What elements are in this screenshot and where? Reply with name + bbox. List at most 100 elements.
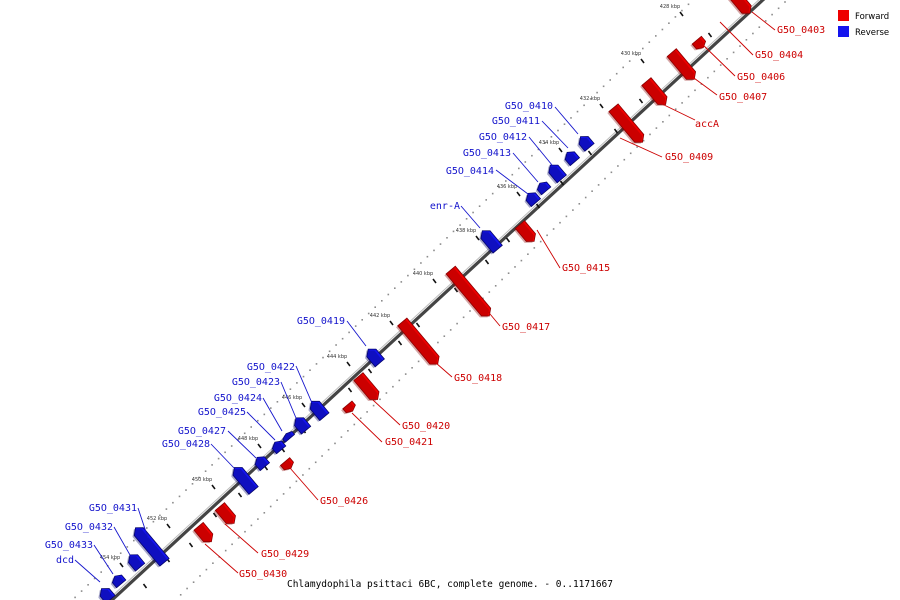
forward-gene-label[interactable]: G5O_0406 bbox=[737, 72, 785, 83]
forward-gene-label[interactable]: G5O_0409 bbox=[665, 152, 713, 163]
axis-tick-label: 444 kbp bbox=[327, 354, 347, 360]
reverse-gene-arrow[interactable] bbox=[98, 588, 116, 600]
reverse-gene-label[interactable]: G5O_0428 bbox=[162, 439, 210, 450]
reverse-gene-label[interactable]: enr-A bbox=[430, 201, 460, 212]
reverse-strand-guide bbox=[341, 337, 344, 340]
reverse-gene-arrow-body bbox=[282, 431, 296, 443]
reverse-gene-label[interactable]: G5O_0423 bbox=[232, 377, 280, 388]
forward-strand-guide bbox=[745, 39, 748, 41]
reverse-gene-arrow-body bbox=[133, 527, 170, 567]
forward-gene-arrow[interactable] bbox=[640, 77, 668, 106]
forward-strand-guide bbox=[771, 13, 773, 16]
axis-tick-label: 452 kbp bbox=[147, 516, 167, 522]
forward-gene-label[interactable]: G5O_0420 bbox=[402, 421, 450, 432]
reverse-strand-guide bbox=[478, 205, 481, 207]
forward-strand-guide bbox=[726, 58, 728, 60]
forward-gene-label[interactable]: G5O_0429 bbox=[261, 549, 309, 560]
forward-gene-label[interactable]: G5O_0404 bbox=[755, 50, 803, 61]
reverse-gene-label[interactable]: G5O_0411 bbox=[492, 116, 540, 127]
reverse-gene-label-leader bbox=[541, 120, 569, 149]
reverse-gene-arrow[interactable] bbox=[524, 192, 542, 208]
reverse-strand-guide bbox=[257, 419, 259, 422]
forward-gene-arrow[interactable] bbox=[513, 220, 536, 243]
reverse-gene-label[interactable]: G5O_0427 bbox=[178, 426, 226, 437]
forward-gene-label[interactable]: G5O_0407 bbox=[719, 92, 767, 103]
reverse-gene-arrow[interactable] bbox=[126, 554, 146, 573]
forward-strand-guide bbox=[527, 253, 529, 255]
reverse-gene-arrow[interactable] bbox=[563, 151, 581, 167]
forward-strand-guide bbox=[443, 335, 446, 337]
reverse-gene-arrow[interactable] bbox=[231, 467, 259, 496]
forward-gene-arrow[interactable] bbox=[444, 265, 492, 318]
reverse-gene-label[interactable]: dcd bbox=[56, 555, 74, 566]
reverse-strand-guide bbox=[172, 501, 174, 504]
forward-strand-guide bbox=[655, 127, 658, 129]
reverse-gene-arrow[interactable] bbox=[479, 230, 503, 255]
reverse-gene-arrow[interactable] bbox=[281, 431, 296, 444]
forward-strand-guide bbox=[520, 259, 523, 262]
forward-gene-label[interactable]: G5O_0415 bbox=[562, 263, 610, 274]
reverse-gene-arrow[interactable] bbox=[270, 440, 287, 456]
reverse-gene-label-leader bbox=[262, 397, 283, 432]
reverse-strand-guide bbox=[544, 142, 546, 144]
reverse-strand-guide bbox=[322, 356, 324, 359]
forward-gene-arrow[interactable] bbox=[192, 521, 214, 544]
reverse-gene-arrow[interactable] bbox=[253, 456, 271, 472]
reverse-gene-arrow-shadow bbox=[270, 442, 285, 456]
reverse-gene-arrow[interactable] bbox=[292, 417, 312, 436]
reverse-gene-arrow-shadow bbox=[110, 576, 125, 590]
forward-gene-arrow[interactable] bbox=[607, 103, 645, 144]
axis-tick-mark bbox=[558, 147, 563, 153]
forward-gene-label-leader bbox=[372, 399, 401, 426]
reverse-strand-guide bbox=[609, 79, 611, 81]
forward-gene-label[interactable]: G5O_0421 bbox=[385, 437, 433, 448]
reverse-gene-label[interactable]: G5O_0412 bbox=[479, 132, 527, 143]
reverse-strand-guide bbox=[472, 211, 474, 214]
reverse-strand-guide bbox=[126, 546, 129, 548]
reverse-gene-label[interactable]: G5O_0419 bbox=[297, 316, 345, 327]
forward-gene-label[interactable]: accA bbox=[695, 119, 719, 130]
forward-gene-label[interactable]: G5O_0418 bbox=[454, 373, 502, 384]
reverse-gene-arrow[interactable] bbox=[132, 527, 170, 568]
forward-gene-arrow[interactable] bbox=[352, 372, 380, 401]
axis-tick-mark bbox=[119, 562, 124, 568]
reverse-gene-label[interactable]: G5O_0414 bbox=[446, 166, 494, 177]
forward-gene-arrow[interactable] bbox=[690, 35, 707, 51]
forward-gene-arrow[interactable] bbox=[718, 0, 752, 15]
reverse-gene-arrow[interactable] bbox=[547, 164, 567, 185]
reverse-gene-label[interactable]: G5O_0413 bbox=[463, 148, 511, 159]
reverse-gene-label[interactable]: G5O_0433 bbox=[45, 540, 93, 551]
forward-strand-guide bbox=[404, 373, 407, 375]
reverse-gene-label[interactable]: G5O_0424 bbox=[214, 393, 262, 404]
reverse-strand-guide bbox=[100, 571, 102, 573]
forward-gene-arrow-shadow bbox=[341, 402, 354, 415]
reverse-gene-label[interactable]: G5O_0432 bbox=[65, 522, 113, 533]
strand-tick-mark bbox=[453, 287, 459, 293]
genome-backbone-highlight bbox=[107, 0, 760, 600]
reverse-gene-label[interactable]: G5O_0422 bbox=[247, 362, 295, 373]
reverse-strand-guide bbox=[309, 369, 311, 371]
forward-strand-guide bbox=[321, 455, 323, 457]
forward-gene-arrow[interactable] bbox=[341, 400, 356, 415]
reverse-gene-arrow[interactable] bbox=[535, 181, 552, 197]
reverse-gene-label[interactable]: G5O_0425 bbox=[198, 407, 246, 418]
reverse-gene-arrow-body bbox=[128, 554, 146, 572]
forward-gene-label[interactable]: G5O_0430 bbox=[239, 569, 287, 580]
forward-gene-arrow[interactable] bbox=[396, 317, 440, 366]
forward-strand-guide bbox=[604, 177, 606, 180]
reverse-strand-guide bbox=[622, 66, 624, 69]
forward-gene-arrow-body bbox=[641, 77, 668, 105]
reverse-gene-arrow[interactable] bbox=[110, 574, 127, 590]
forward-strand-guide bbox=[732, 51, 735, 54]
forward-gene-label[interactable]: G5O_0417 bbox=[502, 322, 550, 333]
forward-strand-guide bbox=[617, 165, 619, 167]
forward-gene-label[interactable]: G5O_0426 bbox=[320, 496, 368, 507]
forward-gene-label[interactable]: G5O_0403 bbox=[777, 25, 825, 36]
reverse-gene-arrow[interactable] bbox=[365, 348, 385, 369]
forward-gene-arrow[interactable] bbox=[213, 502, 236, 525]
forward-gene-arrow[interactable] bbox=[278, 457, 294, 472]
reverse-strand-guide bbox=[119, 552, 122, 554]
reverse-gene-arrow[interactable] bbox=[577, 136, 595, 153]
reverse-gene-label[interactable]: G5O_0431 bbox=[89, 503, 137, 514]
reverse-gene-label[interactable]: G5O_0410 bbox=[505, 101, 553, 112]
